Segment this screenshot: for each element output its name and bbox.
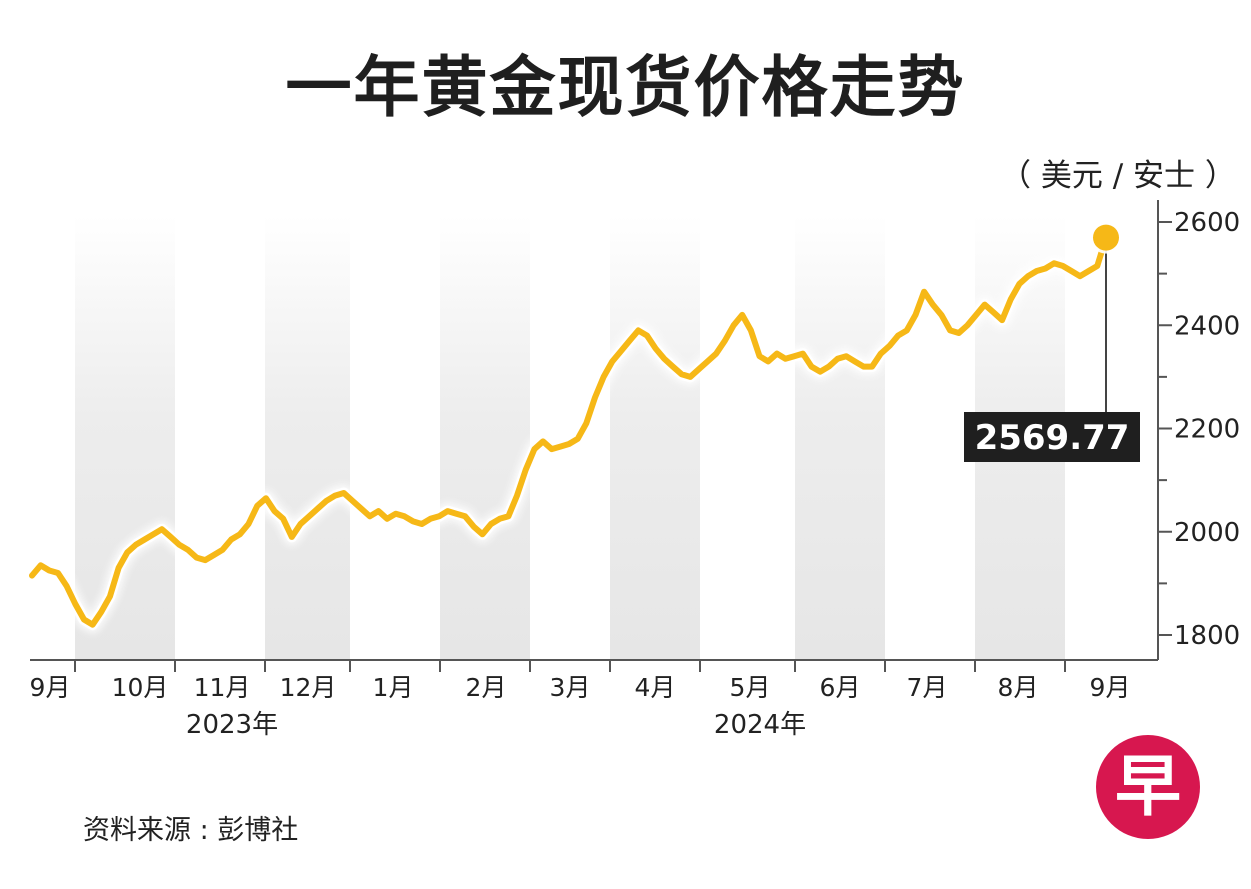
x-tick-label: 1月 [373,673,414,702]
x-tick-label: 11月 [194,673,251,702]
unit-label: （ 美元 / 安士 ） [1000,158,1236,194]
x-tick-label: 5月 [730,673,771,702]
x-tick-label: 10月 [112,673,169,702]
x-tick-label: 6月 [820,673,861,702]
month-band [75,215,175,660]
y-tick-label: 2200 [1174,415,1240,445]
x-tick-label: 9月 [1090,673,1131,702]
y-tick-label: 1800 [1174,621,1240,651]
month-band [440,215,530,660]
series-line-halo [26,232,1112,631]
y-tick-label: 2000 [1174,518,1240,548]
series-line [29,234,1109,628]
x-tick-label: 7月 [907,673,948,702]
x-axis-labels: 9月 10月 11月 12月 1月 2月 3月 4月 5月 6月 7月 8月 9月 2023年 2024年 [30,673,1131,740]
chart-title: 一年黄金现货价格走势 [285,49,966,126]
month-bands [75,215,1065,660]
x-tick-label: 9月 [30,673,71,702]
endpoint-dot [1093,224,1119,251]
callout-box [964,412,1140,462]
x-tick-label: 8月 [998,673,1039,702]
y-tick-label: 2400 [1174,311,1240,341]
year-label: 2024年 [714,710,806,740]
zaobao-logo: 早 [1096,735,1200,839]
current-value-label: 2569.77 [975,418,1130,458]
series-line-glow [24,229,1114,633]
month-band [795,215,885,660]
x-tick-label: 4月 [635,673,676,702]
year-label: 2023年 [186,710,278,740]
current-value-callout: 2569.77 [964,221,1140,462]
source-note: 资料来源 : 彭博社 [83,815,299,846]
x-tick-label: 3月 [550,673,591,702]
month-band [610,215,700,660]
y-axis-ticks: 1800 2000 2200 2400 2600 [1158,208,1240,651]
x-tick-label: 2月 [466,673,507,702]
x-tick-label: 12月 [280,673,337,702]
month-band [265,215,350,660]
series-layer [24,229,1114,633]
y-tick-label: 2600 [1174,208,1240,238]
